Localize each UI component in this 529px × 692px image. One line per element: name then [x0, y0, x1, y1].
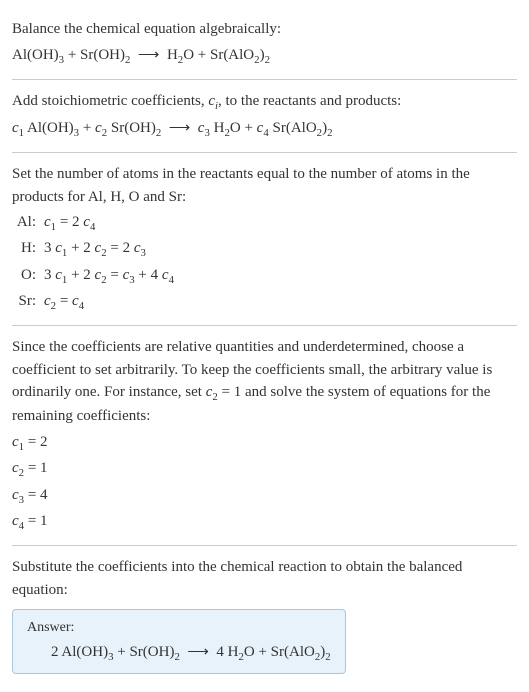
element-eq-al: c1 = 2 c4 — [44, 210, 517, 236]
element-label-sr: Sr: — [12, 289, 44, 315]
solve-text: Since the coefficients are relative quan… — [12, 336, 517, 428]
problem-equation: Al(OH)3 + Sr(OH)2 ⟶ H2O + Sr(AlO2)2 — [12, 43, 517, 69]
coef-c3: c3 = 4 — [12, 483, 517, 509]
element-label-h: H: — [12, 236, 44, 262]
stoich-equation: c1 Al(OH)3 + c2 Sr(OH)2 ⟶ c3 H2O + c4 Sr… — [12, 116, 517, 142]
table-row: O: 3 c1 + 2 c2 = c3 + 4 c4 — [12, 263, 517, 289]
answer-label: Answer: — [27, 620, 331, 636]
coef-c1: c1 = 2 — [12, 430, 517, 456]
table-row: H: 3 c1 + 2 c2 = 2 c3 — [12, 236, 517, 262]
element-label-al: Al: — [12, 210, 44, 236]
element-eq-h: 3 c1 + 2 c2 = 2 c3 — [44, 236, 517, 262]
atom-balance-text: Set the number of atoms in the reactants… — [12, 163, 517, 208]
problem-text: Balance the chemical equation algebraica… — [12, 18, 517, 41]
answer-box: Answer: 2 Al(OH)3 + Sr(OH)2 ⟶ 4 H2O + Sr… — [12, 609, 346, 674]
section-stoichiometric: Add stoichiometric coefficients, ci, to … — [12, 80, 517, 153]
element-eq-sr: c2 = c4 — [44, 289, 517, 315]
coef-c4: c4 = 1 — [12, 509, 517, 535]
table-row: Sr: c2 = c4 — [12, 289, 517, 315]
substitute-text: Substitute the coefficients into the che… — [12, 556, 517, 601]
stoich-text: Add stoichiometric coefficients, ci, to … — [12, 90, 517, 114]
answer-equation: 2 Al(OH)3 + Sr(OH)2 ⟶ 4 H2O + Sr(AlO2)2 — [27, 642, 331, 663]
element-eq-o: 3 c1 + 2 c2 = c3 + 4 c4 — [44, 263, 517, 289]
section-problem: Balance the chemical equation algebraica… — [12, 8, 517, 80]
element-label-o: O: — [12, 263, 44, 289]
section-solve: Since the coefficients are relative quan… — [12, 326, 517, 546]
coef-c2: c2 = 1 — [12, 456, 517, 482]
section-atom-balance: Set the number of atoms in the reactants… — [12, 153, 517, 326]
section-answer: Substitute the coefficients into the che… — [12, 546, 517, 684]
table-row: Al: c1 = 2 c4 — [12, 210, 517, 236]
